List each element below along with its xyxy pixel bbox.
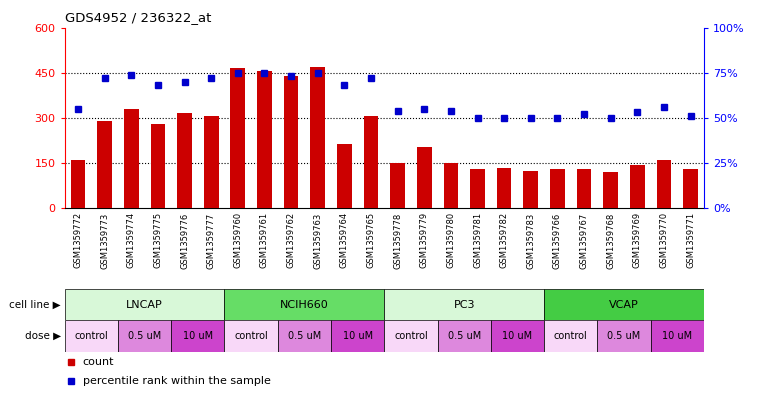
Bar [231,68,245,208]
Bar [444,163,458,208]
Text: GSM1359776: GSM1359776 [180,212,189,268]
Text: VCAP: VCAP [609,299,639,310]
Bar [278,320,331,352]
Bar [544,289,704,320]
Text: GSM1359779: GSM1359779 [420,212,428,268]
Text: 0.5 uM: 0.5 uM [447,331,481,341]
Text: control: control [75,331,108,341]
Text: control: control [394,331,428,341]
Text: count: count [83,357,114,367]
Text: GSM1359762: GSM1359762 [287,212,295,268]
Text: GSM1359778: GSM1359778 [393,212,402,268]
Bar [310,67,325,208]
Text: GSM1359767: GSM1359767 [580,212,588,268]
Text: PC3: PC3 [454,299,475,310]
Text: GSM1359782: GSM1359782 [500,212,508,268]
Text: GSM1359777: GSM1359777 [207,212,215,268]
Text: GSM1359766: GSM1359766 [553,212,562,268]
Bar [177,113,192,208]
Bar [364,116,378,208]
Text: GSM1359768: GSM1359768 [607,212,615,268]
Bar [384,289,544,320]
Bar [284,76,298,208]
Text: control: control [554,331,587,341]
Bar [657,160,671,208]
Text: 0.5 uM: 0.5 uM [288,331,321,341]
Bar [204,116,218,208]
Bar [491,320,544,352]
Text: GSM1359765: GSM1359765 [367,212,375,268]
Bar [337,143,352,208]
Bar [651,320,704,352]
Text: cell line ▶: cell line ▶ [9,299,61,310]
Text: GDS4952 / 236322_at: GDS4952 / 236322_at [65,11,211,24]
Text: GSM1359774: GSM1359774 [127,212,135,268]
Bar [577,169,591,208]
Bar [384,320,438,352]
Bar [550,169,565,208]
Text: GSM1359761: GSM1359761 [260,212,269,268]
Bar [470,169,485,208]
Bar [497,167,511,208]
Bar [124,109,139,208]
Bar [65,320,118,352]
Text: 10 uM: 10 uM [342,331,373,341]
Bar [524,171,538,208]
Text: GSM1359783: GSM1359783 [527,212,535,268]
Text: GSM1359760: GSM1359760 [234,212,242,268]
Bar [597,320,651,352]
Bar [171,320,224,352]
Bar [257,71,272,208]
Bar [65,289,224,320]
Text: GSM1359772: GSM1359772 [74,212,82,268]
Text: dose ▶: dose ▶ [25,331,61,341]
Text: control: control [234,331,268,341]
Text: GSM1359771: GSM1359771 [686,212,695,268]
Bar [544,320,597,352]
Text: GSM1359770: GSM1359770 [660,212,668,268]
Text: LNCAP: LNCAP [126,299,163,310]
Text: NCIH660: NCIH660 [280,299,329,310]
Text: GSM1359781: GSM1359781 [473,212,482,268]
Text: GSM1359769: GSM1359769 [633,212,642,268]
Text: GSM1359773: GSM1359773 [100,212,109,268]
Bar [118,320,171,352]
Bar [390,163,405,208]
Bar [630,165,645,208]
Text: GSM1359780: GSM1359780 [447,212,455,268]
Text: 10 uM: 10 uM [502,331,533,341]
Bar [331,320,384,352]
Text: 0.5 uM: 0.5 uM [607,331,641,341]
Text: GSM1359764: GSM1359764 [340,212,349,268]
Text: GSM1359775: GSM1359775 [154,212,162,268]
Text: 10 uM: 10 uM [183,331,213,341]
Text: GSM1359763: GSM1359763 [314,212,322,268]
Bar [151,124,165,208]
Bar [417,147,431,208]
Text: 0.5 uM: 0.5 uM [128,331,161,341]
Text: 10 uM: 10 uM [662,331,693,341]
Bar [97,121,112,208]
Bar [438,320,491,352]
Bar [683,169,698,208]
Bar [224,289,384,320]
Bar [224,320,278,352]
Bar [603,172,618,208]
Bar [71,160,85,208]
Text: percentile rank within the sample: percentile rank within the sample [83,376,270,386]
